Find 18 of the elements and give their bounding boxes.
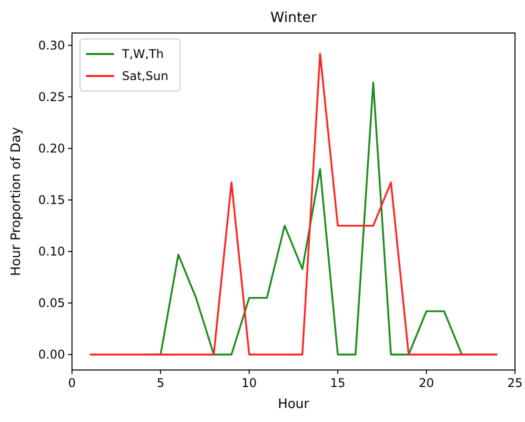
x-tick-label: 5: [156, 376, 164, 390]
legend-label: T,W,Th: [121, 47, 164, 61]
y-tick-label: 0.15: [38, 192, 65, 207]
y-tick-label: 0.25: [38, 90, 65, 104]
y-tick-label: 0.30: [38, 38, 65, 52]
y-tick-label: 0.20: [38, 141, 65, 156]
x-tick-label: 10: [242, 376, 257, 390]
y-tick-label: 0.10: [38, 244, 65, 258]
chart-title: Winter: [270, 10, 317, 26]
y-tick-label: 0.05: [38, 296, 65, 310]
x-tick-label: 20: [418, 376, 434, 390]
x-tick-label: 25: [507, 376, 523, 390]
legend-label: Sat,Sun: [122, 69, 168, 83]
y-axis-title: Hour Proportion of Day: [9, 126, 24, 276]
x-tick-label: 0: [68, 376, 76, 390]
x-axis-title: Hour: [278, 397, 310, 412]
x-tick-label: 15: [330, 376, 346, 390]
y-tick-label: 0.00: [38, 348, 65, 362]
